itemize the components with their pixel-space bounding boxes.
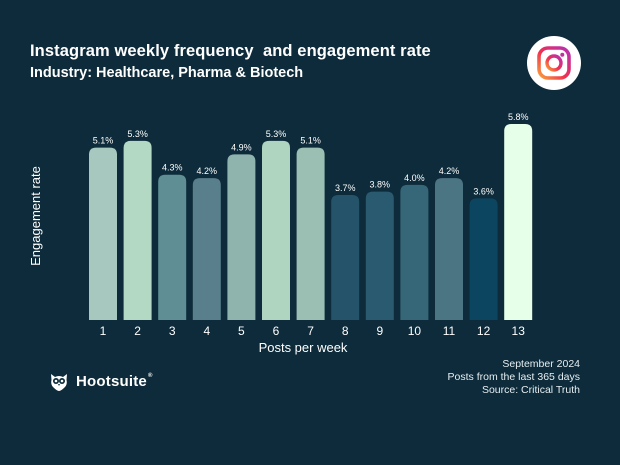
bar-11 bbox=[435, 178, 463, 320]
x-tick-11: 11 bbox=[443, 324, 456, 338]
bar-9 bbox=[365, 191, 394, 320]
data-label-2: 5.3% bbox=[127, 129, 148, 139]
data-label-5: 4.9% bbox=[231, 142, 252, 152]
data-label-12: 3.6% bbox=[473, 186, 494, 196]
x-tick-labels-group: 1 2 3 4 5 6 7 8 9 10 11 12 13 bbox=[100, 324, 526, 338]
bar-6 bbox=[262, 140, 290, 320]
x-tick-6: 6 bbox=[273, 324, 280, 338]
bar-5 bbox=[227, 154, 256, 320]
data-label-6: 5.3% bbox=[266, 129, 287, 139]
data-label-7: 5.1% bbox=[300, 136, 321, 146]
x-tick-3: 3 bbox=[169, 324, 176, 338]
data-label-4: 4.2% bbox=[197, 166, 218, 176]
bar-8 bbox=[331, 194, 360, 320]
bar-2 bbox=[123, 140, 152, 320]
chart-subtitle: Industry: Healthcare, Pharma & Biotech bbox=[30, 65, 304, 81]
bar-4 bbox=[192, 178, 221, 320]
footnote: September 2024 Posts from the last 365 d… bbox=[448, 358, 580, 397]
bar-7 bbox=[296, 147, 325, 320]
data-label-1: 5.1% bbox=[93, 136, 114, 146]
chart-title: Instagram weekly frequency and engagemen… bbox=[30, 42, 431, 60]
x-tick-2: 2 bbox=[134, 324, 141, 338]
brand-registered-mark: ® bbox=[147, 372, 153, 379]
data-label-11: 4.2% bbox=[439, 166, 460, 176]
y-axis-label: Engagement rate bbox=[28, 166, 43, 266]
x-tick-7: 7 bbox=[307, 324, 314, 338]
data-label-9: 3.8% bbox=[370, 180, 391, 190]
x-tick-12: 12 bbox=[477, 324, 491, 338]
data-label-13: 5.8% bbox=[508, 112, 529, 122]
x-tick-8: 8 bbox=[342, 324, 349, 338]
hootsuite-logo: Hootsuite® bbox=[48, 370, 153, 392]
bar-3 bbox=[158, 174, 187, 320]
data-label-10: 4.0% bbox=[404, 173, 425, 183]
hootsuite-owl-icon bbox=[51, 374, 67, 391]
bar-13 bbox=[504, 124, 533, 320]
bars-group bbox=[89, 124, 533, 320]
instagram-badge bbox=[527, 36, 581, 90]
bar-10 bbox=[400, 184, 429, 320]
x-tick-4: 4 bbox=[203, 324, 210, 338]
footnote-scope: Posts from the last 365 days bbox=[447, 371, 580, 383]
x-tick-1: 1 bbox=[100, 324, 107, 338]
data-label-8: 3.7% bbox=[335, 183, 356, 193]
bar-12 bbox=[469, 198, 498, 320]
x-axis-label: Posts per week bbox=[259, 340, 348, 355]
x-tick-5: 5 bbox=[238, 324, 245, 338]
instagram-icon bbox=[537, 46, 571, 80]
x-tick-13: 13 bbox=[512, 324, 526, 338]
x-tick-10: 10 bbox=[408, 324, 422, 338]
data-label-3: 4.3% bbox=[162, 163, 183, 173]
bar-1 bbox=[89, 147, 117, 320]
data-labels-group: 5.1% 5.3% 4.3% 4.2% 4.9% 5.3% 5.1% 3.7% 3.8% 4.0%… bbox=[93, 112, 529, 196]
brand-name: Hootsuite® bbox=[76, 373, 153, 390]
footnote-source: Source: Critical Truth bbox=[481, 384, 580, 396]
brand-name-text: Hootsuite bbox=[76, 372, 147, 390]
x-tick-9: 9 bbox=[376, 324, 383, 338]
footnote-date: September 2024 bbox=[502, 358, 580, 370]
